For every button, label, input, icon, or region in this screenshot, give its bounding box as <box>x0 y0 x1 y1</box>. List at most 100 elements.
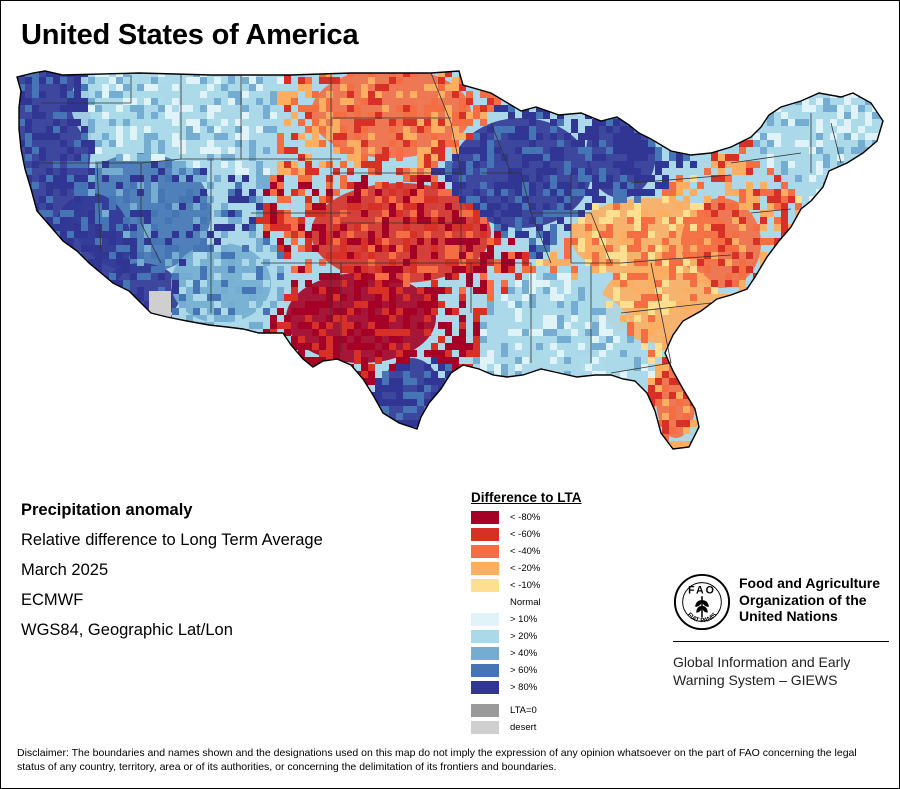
raster-cell <box>459 112 466 119</box>
raster-cell <box>508 329 515 336</box>
raster-cell <box>424 455 431 458</box>
raster-cell <box>312 63 319 70</box>
raster-cell <box>305 140 312 147</box>
raster-cell <box>256 434 263 441</box>
raster-cell <box>130 364 137 371</box>
raster-cell <box>851 252 858 259</box>
raster-cell <box>718 336 725 343</box>
raster-cell <box>263 84 270 91</box>
raster-cell <box>872 371 879 378</box>
raster-cell <box>739 434 746 441</box>
raster-cell <box>543 392 550 399</box>
raster-cell <box>837 448 844 449</box>
raster-cell <box>620 448 627 449</box>
raster-cell <box>641 406 648 413</box>
fao-name-line3: United Nations <box>739 608 838 624</box>
raster-cell <box>550 406 557 413</box>
raster-cell <box>53 455 60 458</box>
raster-cell <box>886 217 891 224</box>
raster-cell <box>53 266 60 273</box>
raster-cell <box>46 126 53 133</box>
raster-cell <box>543 273 550 280</box>
raster-cell <box>760 315 767 322</box>
raster-cell <box>718 357 725 364</box>
raster-cell <box>137 448 144 449</box>
raster-cell <box>214 210 221 217</box>
raster-cell <box>95 203 102 210</box>
raster-cell <box>711 119 718 126</box>
raster-cell <box>263 301 270 308</box>
raster-cell <box>438 77 445 84</box>
raster-cell <box>767 189 774 196</box>
raster-cell <box>515 273 522 280</box>
raster-cell <box>704 245 711 252</box>
raster-cell <box>690 77 697 84</box>
raster-cell <box>466 343 473 350</box>
raster-cell <box>788 315 795 322</box>
raster-cell <box>592 322 599 329</box>
raster-cell <box>424 399 431 406</box>
raster-cell <box>158 140 165 147</box>
raster-cell <box>53 343 60 350</box>
raster-cell <box>830 294 837 301</box>
raster-cell <box>235 434 242 441</box>
raster-cell <box>214 420 221 427</box>
raster-cell <box>739 385 746 392</box>
raster-cell <box>788 455 795 458</box>
raster-cell <box>39 147 46 154</box>
raster-cell <box>74 63 81 70</box>
raster-cell <box>326 343 333 350</box>
raster-cell <box>809 203 816 210</box>
raster-cell <box>361 154 368 161</box>
raster-cell <box>529 133 536 140</box>
raster-cell <box>354 273 361 280</box>
raster-cell <box>823 147 830 154</box>
raster-cell <box>179 308 186 315</box>
raster-cell <box>368 161 375 168</box>
raster-cell <box>46 322 53 329</box>
raster-cell <box>263 343 270 350</box>
raster-cell <box>389 196 396 203</box>
raster-cell <box>795 175 802 182</box>
raster-cell <box>452 357 459 364</box>
raster-cell <box>368 119 375 126</box>
raster-cell <box>277 71 284 77</box>
raster-cell <box>228 427 235 434</box>
raster-cell <box>445 112 452 119</box>
raster-cell <box>207 154 214 161</box>
legend-swatch <box>471 664 499 677</box>
raster-cell <box>333 126 340 133</box>
raster-cell <box>725 427 732 434</box>
raster-cell <box>620 63 627 70</box>
raster-cell <box>655 434 662 441</box>
raster-cell <box>606 336 613 343</box>
raster-cell <box>417 448 424 449</box>
raster-cell <box>564 182 571 189</box>
raster-cell <box>522 322 529 329</box>
raster-cell <box>816 147 823 154</box>
raster-cell <box>410 259 417 266</box>
raster-cell <box>445 364 452 371</box>
raster-cell <box>802 378 809 385</box>
raster-cell <box>683 84 690 91</box>
raster-cell <box>424 294 431 301</box>
raster-cell <box>81 420 88 427</box>
raster-cell <box>165 161 172 168</box>
raster-cell <box>872 399 879 406</box>
raster-cell <box>284 119 291 126</box>
raster-cell <box>578 329 585 336</box>
raster-cell <box>368 343 375 350</box>
raster-cell <box>361 434 368 441</box>
raster-cell <box>18 210 25 217</box>
raster-cell <box>277 133 284 140</box>
raster-cell <box>480 280 487 287</box>
raster-cell <box>60 245 67 252</box>
raster-cell <box>809 294 816 301</box>
raster-cell <box>172 210 179 217</box>
raster-cell <box>375 91 382 98</box>
raster-cell <box>613 315 620 322</box>
raster-cell <box>81 224 88 231</box>
raster-cell <box>235 238 242 245</box>
raster-cell <box>781 161 788 168</box>
raster-cell <box>543 203 550 210</box>
